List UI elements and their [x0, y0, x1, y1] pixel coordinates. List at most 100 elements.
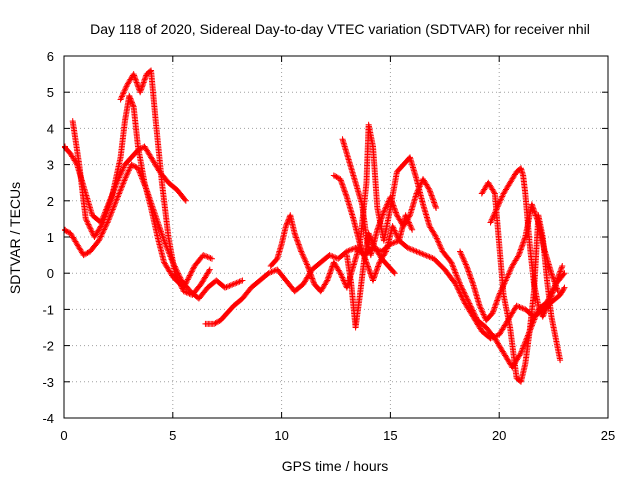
data-point	[122, 174, 129, 181]
data-point	[469, 306, 476, 313]
data-point	[391, 239, 398, 246]
data-point	[204, 253, 211, 260]
data-point	[383, 202, 390, 209]
data-point	[303, 260, 310, 267]
data-point	[390, 224, 397, 231]
data-point	[553, 279, 560, 286]
data-point	[426, 186, 433, 193]
data-point	[100, 219, 107, 226]
data-point	[134, 80, 141, 87]
data-point	[235, 279, 242, 286]
data-point	[379, 211, 386, 218]
data-point	[391, 205, 398, 212]
data-point	[175, 278, 182, 285]
data-point	[226, 282, 233, 289]
data-point	[341, 187, 348, 194]
data-point	[492, 301, 499, 308]
data-point	[457, 249, 464, 256]
data-point	[102, 212, 109, 219]
data-point	[338, 178, 345, 185]
data-point	[137, 89, 144, 96]
data-point	[427, 189, 434, 196]
data-point	[392, 208, 399, 215]
data-point	[99, 230, 106, 237]
data-point	[546, 299, 553, 306]
data-point	[499, 193, 506, 200]
x-axis-title: GPS time / hours	[282, 458, 389, 474]
data-point	[337, 176, 344, 183]
data-point	[408, 225, 415, 232]
data-point	[390, 203, 397, 210]
data-point	[370, 241, 377, 248]
data-point	[556, 271, 563, 278]
data-point	[184, 277, 191, 284]
data-point	[392, 209, 399, 216]
data-point	[139, 83, 146, 90]
data-point	[517, 247, 524, 254]
data-point	[339, 183, 346, 190]
data-point	[126, 92, 133, 99]
data-point	[392, 230, 399, 237]
data-point	[495, 293, 502, 300]
data-point	[448, 259, 455, 266]
data-point	[460, 255, 467, 262]
data-point	[172, 271, 179, 278]
data-point	[380, 210, 387, 217]
data-point	[545, 300, 552, 307]
data-point	[136, 168, 143, 175]
data-point	[466, 271, 473, 278]
data-point	[190, 265, 197, 272]
y-axis-title: SDTVAR / TECUs	[7, 182, 23, 294]
data-point	[97, 234, 104, 241]
data-point	[551, 283, 558, 290]
data-point	[521, 341, 528, 348]
data-point	[133, 79, 140, 86]
data-point	[126, 94, 133, 101]
data-point	[494, 297, 501, 304]
data-point	[100, 227, 107, 234]
data-point	[498, 194, 505, 201]
data-point	[129, 99, 135, 106]
series-track	[343, 230, 398, 331]
data-point	[416, 249, 423, 256]
data-point	[519, 305, 526, 312]
data-point	[86, 222, 93, 229]
series-track	[339, 136, 440, 259]
data-point	[378, 214, 385, 221]
data-point	[460, 288, 467, 295]
data-point	[432, 232, 439, 239]
data-point	[179, 285, 186, 292]
data-point	[461, 258, 468, 265]
data-point	[130, 102, 137, 109]
data-point	[222, 284, 229, 291]
data-point	[505, 270, 512, 277]
data-point	[390, 269, 397, 276]
data-point	[517, 246, 524, 253]
x-tick-labels: 0 5 10 15 20 25	[60, 428, 615, 443]
data-point	[291, 230, 298, 237]
data-point	[185, 290, 192, 297]
data-point	[298, 249, 305, 256]
data-point	[84, 220, 91, 227]
data-point	[117, 171, 124, 178]
data-point	[378, 215, 385, 222]
data-point	[332, 173, 339, 180]
data-point	[174, 275, 181, 282]
y-tick-label: 6	[47, 49, 54, 64]
data-point	[181, 196, 188, 203]
data-point	[406, 213, 413, 220]
data-point	[298, 248, 305, 255]
y-tick-label: 5	[47, 85, 54, 100]
data-point	[348, 246, 355, 253]
data-point	[435, 239, 442, 246]
data-point	[86, 224, 93, 231]
data-point	[120, 164, 127, 171]
data-point	[346, 247, 353, 254]
data-point	[461, 290, 468, 297]
y-tick-label: -4	[42, 411, 54, 426]
data-point	[306, 267, 313, 274]
data-point	[138, 86, 145, 93]
data-point	[212, 320, 219, 327]
data-point	[282, 223, 289, 230]
data-point	[376, 260, 383, 267]
